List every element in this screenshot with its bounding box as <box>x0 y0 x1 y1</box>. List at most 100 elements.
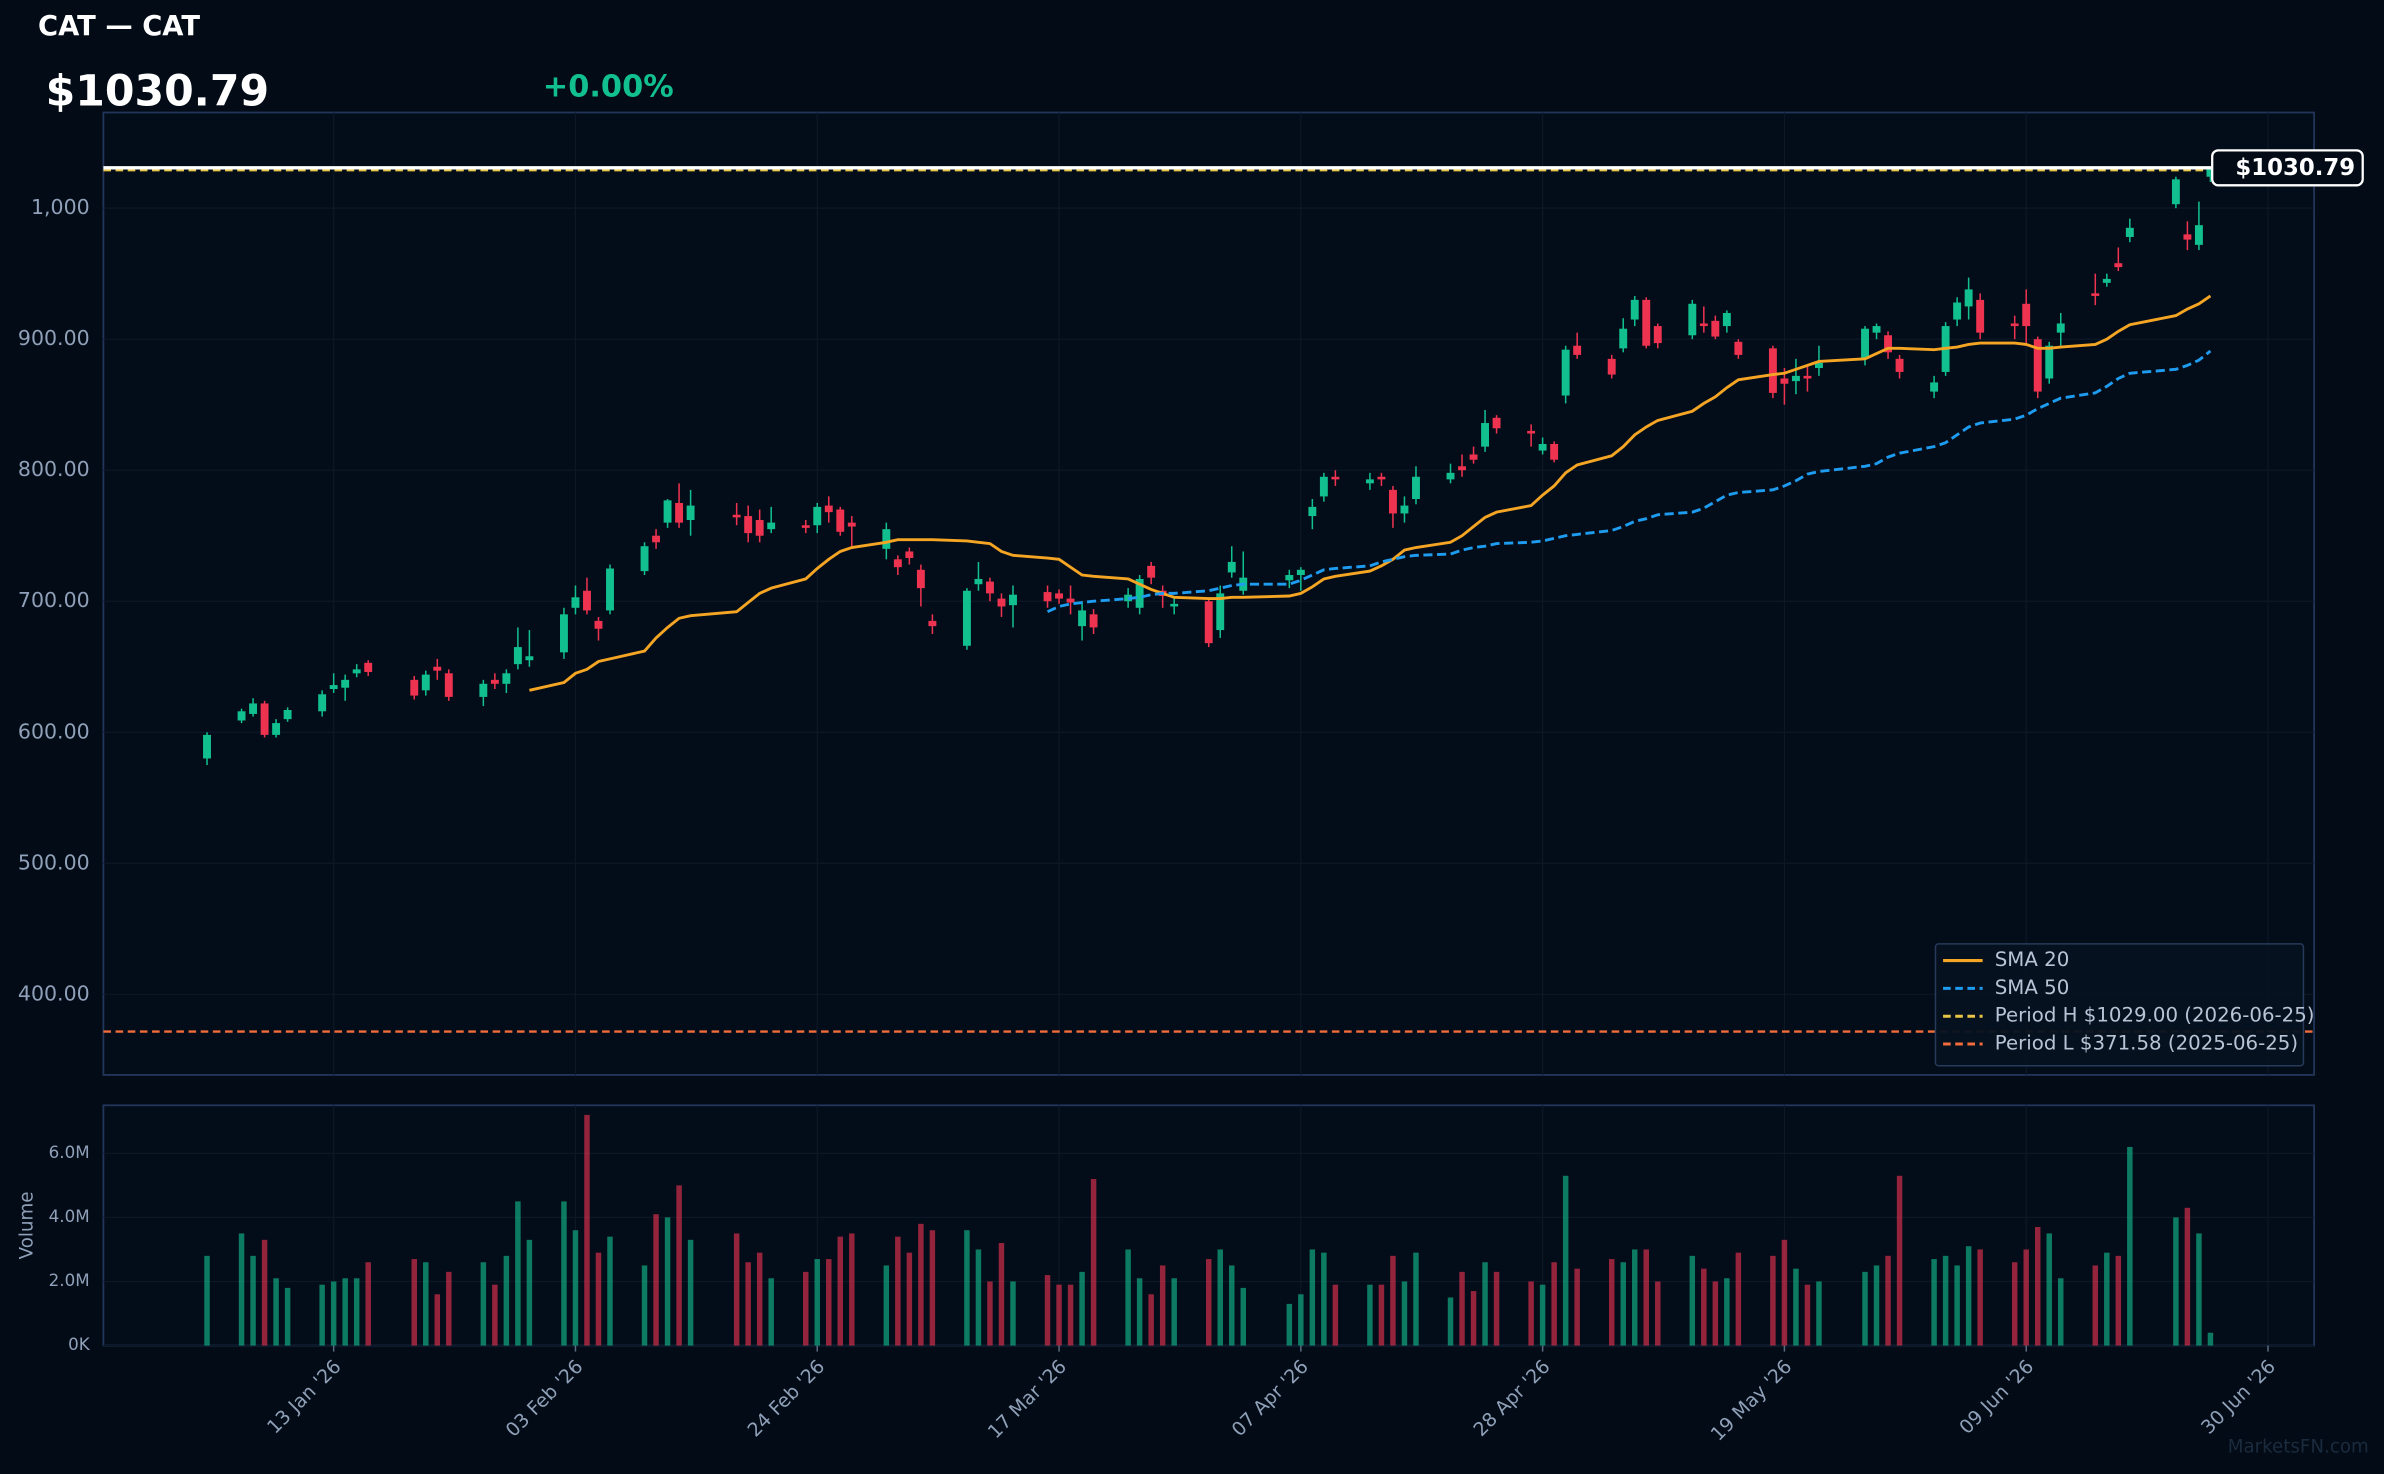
volume-bar <box>1620 1262 1626 1346</box>
volume-bar <box>411 1259 418 1346</box>
volume-bar <box>480 1262 487 1346</box>
volume-bar <box>1977 1249 1983 1346</box>
candle-body <box>893 559 902 568</box>
volume-bar <box>607 1236 613 1346</box>
volume-bar <box>1793 1268 1799 1346</box>
candle-body <box>2171 179 2180 205</box>
volume-bar <box>1942 1255 1949 1346</box>
candle-body <box>1481 423 1490 447</box>
volume-bar <box>503 1255 510 1346</box>
candle-body <box>1930 382 1939 392</box>
candle-body <box>1400 505 1409 514</box>
candle-body <box>997 598 1006 607</box>
volume-bar <box>1770 1255 1776 1346</box>
candle-body <box>1331 476 1340 480</box>
candle-body <box>490 679 499 684</box>
volume-bar <box>1378 1284 1385 1346</box>
candle-body <box>1550 444 1559 460</box>
candle-body <box>1170 603 1179 607</box>
candle-body <box>237 711 246 721</box>
volume-bar <box>1562 1175 1569 1346</box>
volume-bar <box>664 1217 671 1346</box>
candle-body <box>767 522 776 530</box>
candle-body <box>1377 476 1386 480</box>
candle-body <box>1699 323 1708 327</box>
y-tick-label: 800.00 <box>18 457 90 481</box>
candle-body <box>444 673 453 697</box>
candle-body <box>1078 610 1087 627</box>
volume-bar <box>837 1236 844 1346</box>
candle-body <box>928 620 937 627</box>
volume-bar <box>1482 1262 1488 1346</box>
volume-bar <box>526 1239 533 1346</box>
volume-bar <box>1148 1294 1154 1346</box>
candle-body <box>283 709 292 720</box>
candle-body <box>1227 561 1236 573</box>
volume-bar <box>1655 1281 1661 1346</box>
candle-body <box>755 520 764 536</box>
candle-body <box>341 679 350 688</box>
volume-bar <box>1689 1255 1696 1346</box>
price-change: +0.00% <box>543 70 674 105</box>
volume-bar <box>2023 1249 2029 1346</box>
candle-body <box>1285 575 1294 581</box>
y-tick-label: 600.00 <box>18 719 90 743</box>
candle-body <box>962 590 971 646</box>
candle-body <box>364 662 373 672</box>
candle-body <box>1308 506 1317 517</box>
volume-bar <box>492 1284 498 1346</box>
candle-body <box>1296 569 1305 576</box>
volume-bar <box>1217 1249 1223 1346</box>
candle-body <box>1607 358 1616 375</box>
volume-bar <box>1136 1278 1143 1346</box>
volume-bar <box>1781 1239 1788 1346</box>
candle-body <box>479 683 488 697</box>
candle-body <box>1538 444 1547 451</box>
volume-bar <box>261 1239 268 1346</box>
volume-bar <box>1010 1281 1016 1346</box>
volume-bar <box>353 1278 360 1346</box>
candle-body <box>2033 339 2042 392</box>
volume-bar <box>1896 1175 1903 1346</box>
volume-bar <box>204 1255 210 1346</box>
volume-bar <box>987 1281 993 1346</box>
volume-bar <box>653 1214 659 1346</box>
candle-body <box>1055 593 1063 599</box>
volume-bar <box>284 1287 291 1346</box>
volume-bar <box>1804 1284 1811 1346</box>
candle-body <box>559 614 568 653</box>
volume-bar <box>238 1233 245 1346</box>
candle-body <box>836 509 845 532</box>
volume-bar <box>330 1281 337 1346</box>
volume-bar <box>1574 1268 1580 1346</box>
candle-body <box>1815 362 1823 369</box>
volume-bar <box>595 1252 602 1346</box>
candle-body <box>1412 476 1420 500</box>
y-tick-label: 900.00 <box>18 326 90 350</box>
candle-body <box>1895 358 1904 372</box>
candle-body <box>2010 323 2019 327</box>
candle-body <box>1791 375 1800 382</box>
volume-bar <box>918 1223 924 1346</box>
volume-bar <box>826 1259 832 1346</box>
candle-body <box>433 666 442 671</box>
candle-body <box>732 514 741 518</box>
chart-title: CAT — CAT <box>38 11 200 42</box>
candle-body <box>421 674 430 691</box>
volume-bar <box>883 1265 890 1346</box>
candle-body <box>986 581 994 594</box>
legend-label: Period L $371.58 (2025-06-25) <box>1995 1032 2298 1055</box>
volume-bar <box>2207 1332 2214 1346</box>
volume-tick-label: 0K <box>68 1334 91 1354</box>
candle-body <box>1768 348 1777 393</box>
y-tick-label: 1,000 <box>31 195 90 219</box>
candle-body <box>1884 335 1892 353</box>
volume-bar <box>803 1271 809 1346</box>
y-tick-label: 700.00 <box>18 588 90 612</box>
volume-bar <box>1954 1265 1960 1346</box>
volume-bar <box>676 1185 682 1346</box>
volume-bar <box>434 1294 441 1346</box>
volume-bar <box>929 1230 936 1346</box>
volume-bar <box>1862 1271 1868 1346</box>
